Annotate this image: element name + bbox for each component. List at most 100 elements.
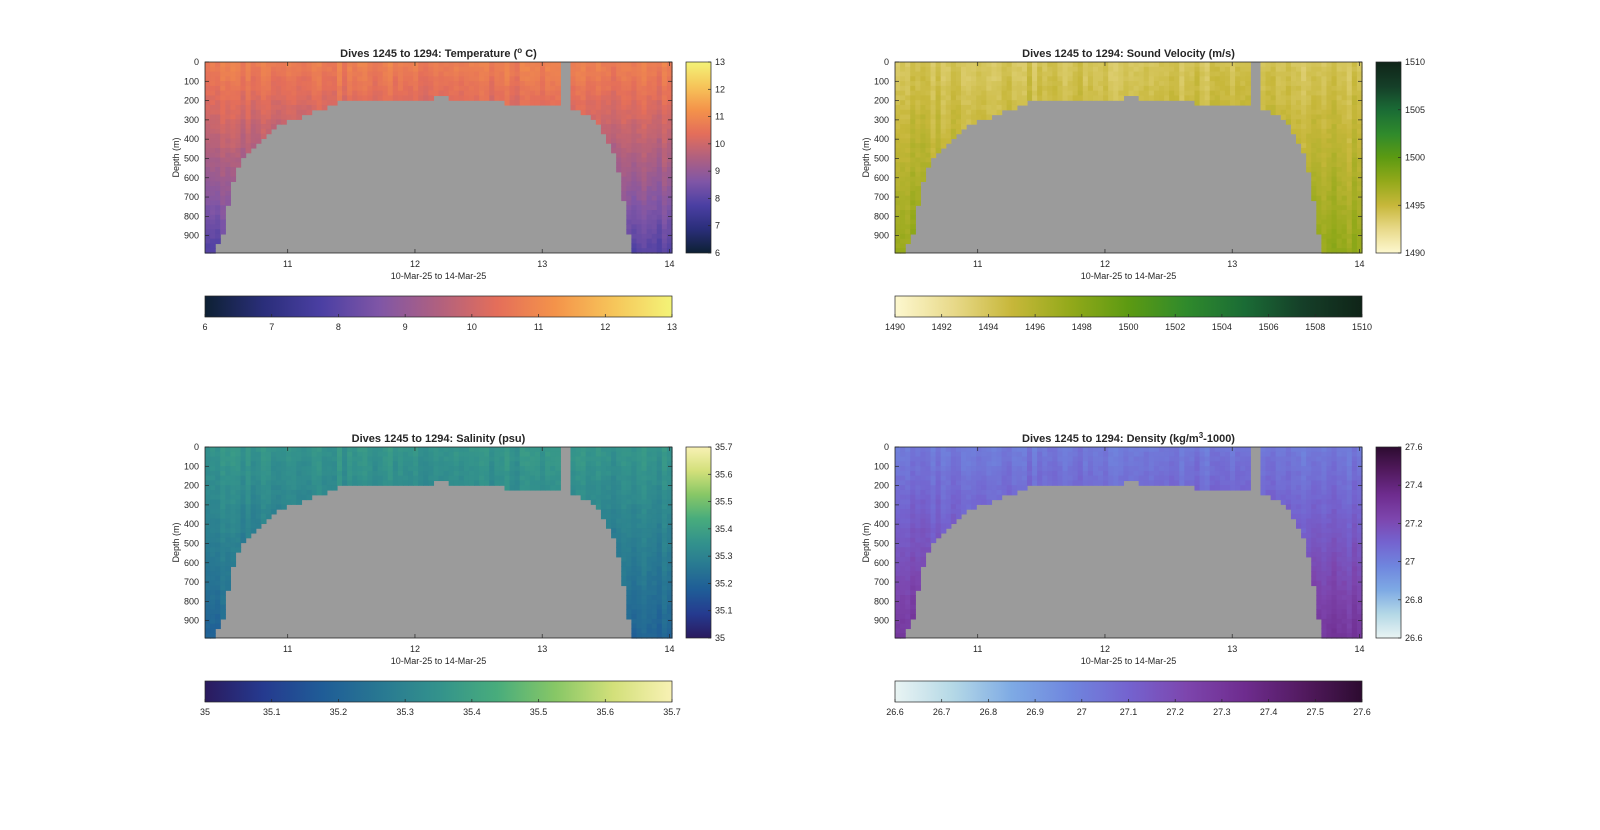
heatmap-cell <box>276 461 282 467</box>
heatmap-cell <box>666 147 673 154</box>
heatmap-cell <box>661 157 668 163</box>
heatmap-cell <box>301 456 308 462</box>
heatmap-cell <box>1219 81 1226 87</box>
heatmap-cell <box>636 466 643 472</box>
heatmap-cell <box>666 561 673 567</box>
heatmap-cell <box>1341 76 1348 82</box>
heatmap-cell <box>1285 114 1292 120</box>
heatmap-cell <box>1331 133 1338 140</box>
heatmap-cell <box>205 243 211 249</box>
heatmap-cell <box>606 100 612 106</box>
heatmap-cell <box>905 181 911 187</box>
heatmap-cell <box>595 494 602 501</box>
heatmap-cell <box>646 152 653 159</box>
heatmap-cell <box>210 585 216 591</box>
heatmap-cell <box>651 628 658 634</box>
heatmap-cell <box>326 95 333 101</box>
heatmap-cell <box>1306 167 1312 173</box>
heatmap-cell <box>895 552 901 558</box>
heatmap-cell <box>966 104 972 111</box>
heatmap-cell <box>910 485 916 491</box>
heatmap-cell <box>940 76 947 82</box>
heatmap-cell <box>443 62 450 68</box>
heatmap-cell <box>955 100 962 106</box>
heatmap-cell <box>230 475 237 482</box>
heatmap-cell <box>1006 81 1013 87</box>
heatmap-cell <box>930 152 937 159</box>
heatmap-cell <box>1057 90 1064 97</box>
heatmap-cell <box>260 485 267 491</box>
heatmap-cell <box>230 461 237 467</box>
heatmap-cell <box>631 552 638 558</box>
heatmap-cell <box>631 489 638 496</box>
heatmap-cell <box>666 210 673 216</box>
heatmap-cell <box>656 62 663 68</box>
heatmap-cell <box>611 504 617 510</box>
heatmap-cell <box>955 128 962 135</box>
heatmap-cell <box>600 100 607 106</box>
heatmap-cell <box>966 456 972 462</box>
heatmap-cell <box>540 485 546 491</box>
heatmap-cell <box>1351 171 1358 178</box>
heatmap-cell <box>519 461 526 467</box>
heatmap-cell <box>955 81 962 87</box>
heatmap-cell <box>641 456 648 462</box>
heatmap-cell <box>205 461 211 467</box>
heatmap-cell <box>484 461 490 467</box>
heatmap-cell <box>205 456 211 462</box>
heatmap-cell <box>428 475 435 482</box>
heatmap-cell <box>306 461 313 467</box>
heatmap-cell <box>656 200 663 206</box>
heatmap-cell <box>1011 62 1018 68</box>
heatmap-cell <box>1042 95 1048 101</box>
right-colorbar-label: 7 <box>715 221 720 231</box>
heatmap-cell <box>915 537 921 544</box>
heatmap-cell <box>661 552 668 558</box>
heatmap-cell <box>666 85 673 92</box>
heatmap-cell <box>920 71 927 77</box>
heatmap-cell <box>321 76 328 82</box>
heatmap-cell <box>910 532 916 539</box>
heatmap-cell <box>666 451 673 458</box>
heatmap-cell <box>205 590 211 596</box>
heatmap-cell <box>1148 85 1155 92</box>
heatmap-cell <box>616 167 622 173</box>
heatmap-cell <box>646 618 653 625</box>
heatmap-cell <box>240 85 247 92</box>
heatmap-cell <box>423 66 429 73</box>
heatmap-cell <box>255 480 262 486</box>
heatmap-cell <box>656 133 663 140</box>
heatmap-cell <box>524 480 531 486</box>
heatmap-cell <box>940 447 947 453</box>
heatmap-cell <box>915 547 921 553</box>
heatmap-cell <box>499 76 506 82</box>
heatmap-cell <box>220 200 226 206</box>
heatmap-cell <box>499 66 506 73</box>
heatmap-cell <box>225 475 231 482</box>
heatmap-cell <box>590 66 597 73</box>
heatmap-cell <box>945 119 952 125</box>
heatmap-cell <box>205 124 211 130</box>
heatmap-cell <box>1301 62 1307 68</box>
heatmap-cell <box>626 128 632 135</box>
heatmap-cell <box>220 119 226 125</box>
heatmap-cell <box>986 71 993 77</box>
heatmap-cell <box>1245 100 1251 106</box>
bottom-colorbar-label: 11 <box>534 322 543 332</box>
heatmap-cell <box>626 109 632 116</box>
heatmap-cell <box>656 147 663 154</box>
heatmap-cell <box>1296 109 1302 116</box>
heatmap-cell <box>606 509 612 515</box>
heatmap-cell <box>656 100 663 106</box>
heatmap-cell <box>534 461 541 467</box>
heatmap-cell <box>205 81 211 87</box>
heatmap-cell <box>626 532 632 539</box>
heatmap-cell <box>1016 62 1023 68</box>
heatmap-cell <box>900 133 906 140</box>
heatmap-cell <box>301 489 308 496</box>
heatmap-cell <box>651 90 658 97</box>
heatmap-cell <box>489 451 495 458</box>
bottom-colorbar-label: 12 <box>600 322 610 332</box>
heatmap-cell <box>291 499 297 505</box>
heatmap-cell <box>1219 66 1226 73</box>
